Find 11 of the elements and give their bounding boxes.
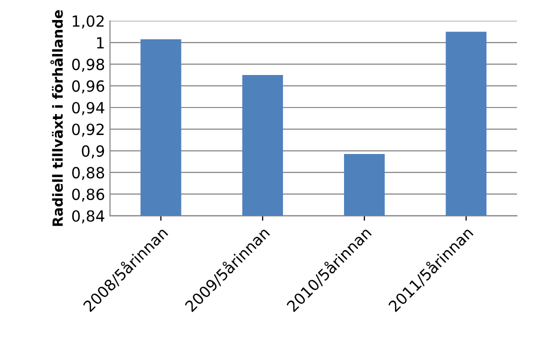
y-tick-label: 1,02 [72,15,104,28]
y-tick-label: 0,96 [72,80,104,94]
y-tick-label: 1 [97,37,104,48]
y-tick-label: 0,86 [72,188,104,202]
y-tick-label: 0,98 [72,58,104,72]
y-tick-label: 0,92 [72,124,104,137]
y-tick-label: 0,88 [72,166,104,180]
y-axis-title: Radiell tillväxt i förhållande [50,10,63,226]
y-tick-label: 0,94 [72,102,104,116]
y-tick-label: 0,9 [82,145,104,158]
y-tick-label: 0,84 [72,210,104,224]
